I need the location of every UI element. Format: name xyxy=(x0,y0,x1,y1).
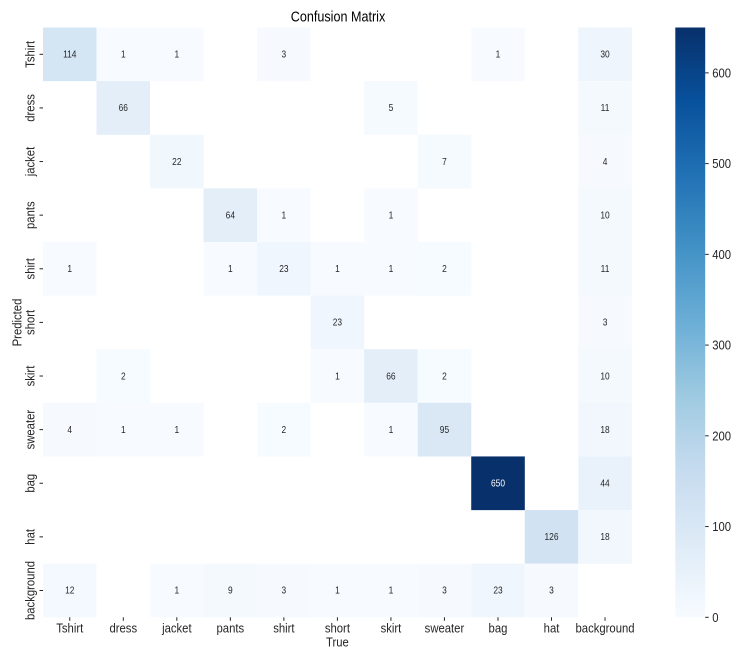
svg-text:Confusion Matrix: Confusion Matrix xyxy=(291,7,386,24)
svg-text:1: 1 xyxy=(121,424,126,435)
svg-text:1: 1 xyxy=(174,424,179,435)
svg-text:background: background xyxy=(576,621,635,636)
svg-text:dress: dress xyxy=(23,94,38,122)
svg-text:10: 10 xyxy=(600,210,609,221)
svg-text:0: 0 xyxy=(712,610,718,625)
svg-text:2: 2 xyxy=(282,424,287,435)
svg-text:True: True xyxy=(326,635,349,650)
svg-text:1: 1 xyxy=(228,263,233,274)
svg-text:3: 3 xyxy=(603,317,608,328)
svg-text:300: 300 xyxy=(712,338,731,353)
svg-text:9: 9 xyxy=(228,585,233,596)
svg-text:95: 95 xyxy=(440,424,449,435)
svg-text:66: 66 xyxy=(386,371,395,382)
svg-text:short: short xyxy=(23,309,38,335)
svg-text:22: 22 xyxy=(172,156,181,167)
svg-text:1: 1 xyxy=(282,210,287,221)
svg-text:100: 100 xyxy=(712,519,731,534)
svg-text:bag: bag xyxy=(489,621,508,636)
svg-text:Predicted: Predicted xyxy=(10,299,25,347)
svg-text:1: 1 xyxy=(121,49,126,60)
svg-text:400: 400 xyxy=(712,247,731,262)
svg-text:sweater: sweater xyxy=(425,621,465,636)
svg-text:short: short xyxy=(325,621,351,636)
svg-text:sweater: sweater xyxy=(23,410,38,450)
svg-text:30: 30 xyxy=(600,49,609,60)
svg-text:skirt: skirt xyxy=(23,365,38,386)
svg-text:11: 11 xyxy=(601,103,610,114)
svg-text:5: 5 xyxy=(389,103,394,114)
svg-text:2: 2 xyxy=(442,371,447,382)
svg-text:bag: bag xyxy=(23,474,38,493)
svg-text:23: 23 xyxy=(493,585,502,596)
svg-text:200: 200 xyxy=(712,429,731,444)
svg-text:shirt: shirt xyxy=(23,258,38,280)
svg-text:114: 114 xyxy=(63,49,76,60)
svg-text:18: 18 xyxy=(600,424,609,435)
svg-text:3: 3 xyxy=(282,49,287,60)
svg-text:skirt: skirt xyxy=(381,621,402,636)
svg-text:7: 7 xyxy=(442,156,447,167)
svg-text:background: background xyxy=(23,561,38,620)
svg-text:10: 10 xyxy=(600,371,609,382)
svg-text:1: 1 xyxy=(174,49,179,60)
svg-text:jacket: jacket xyxy=(161,621,192,636)
svg-text:18: 18 xyxy=(600,531,609,542)
svg-text:1: 1 xyxy=(335,371,340,382)
svg-text:1: 1 xyxy=(174,585,179,596)
svg-text:1: 1 xyxy=(389,424,394,435)
svg-text:Tshirt: Tshirt xyxy=(23,40,38,68)
svg-text:3: 3 xyxy=(442,585,447,596)
svg-text:2: 2 xyxy=(121,371,126,382)
svg-text:66: 66 xyxy=(119,103,128,114)
svg-text:64: 64 xyxy=(226,210,235,221)
svg-text:4: 4 xyxy=(67,424,72,435)
svg-text:44: 44 xyxy=(600,478,609,489)
svg-text:1: 1 xyxy=(389,210,394,221)
svg-text:23: 23 xyxy=(333,317,342,328)
svg-text:1: 1 xyxy=(496,49,501,60)
svg-text:500: 500 xyxy=(712,156,731,171)
svg-text:600: 600 xyxy=(712,66,731,81)
svg-text:3: 3 xyxy=(282,585,287,596)
svg-text:1: 1 xyxy=(67,263,72,274)
svg-text:shirt: shirt xyxy=(273,621,295,636)
svg-text:jacket: jacket xyxy=(23,146,38,177)
svg-text:2: 2 xyxy=(442,263,447,274)
svg-text:pants: pants xyxy=(217,621,245,636)
svg-text:11: 11 xyxy=(601,263,610,274)
svg-text:126: 126 xyxy=(545,531,559,542)
svg-text:pants: pants xyxy=(23,201,38,229)
svg-text:1: 1 xyxy=(335,585,340,596)
svg-text:hat: hat xyxy=(544,621,560,636)
svg-text:3: 3 xyxy=(549,585,554,596)
svg-text:dress: dress xyxy=(109,621,137,636)
svg-text:1: 1 xyxy=(389,263,394,274)
svg-text:12: 12 xyxy=(65,585,74,596)
svg-text:1: 1 xyxy=(335,263,340,274)
svg-text:Tshirt: Tshirt xyxy=(56,621,84,636)
svg-text:1: 1 xyxy=(389,585,394,596)
svg-text:hat: hat xyxy=(23,528,38,544)
svg-text:4: 4 xyxy=(603,156,608,167)
svg-text:650: 650 xyxy=(491,478,505,489)
svg-text:23: 23 xyxy=(279,263,288,274)
